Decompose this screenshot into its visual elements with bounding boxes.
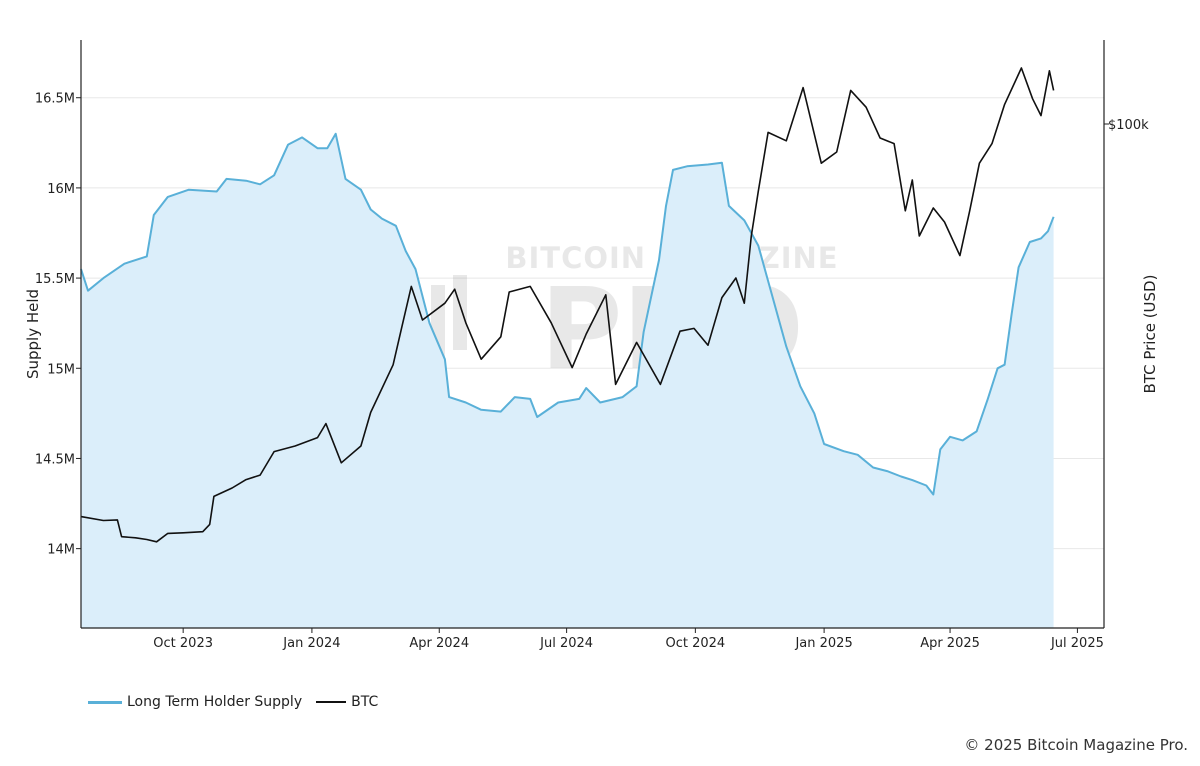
y-tick-label: 14.5M [35, 452, 75, 467]
x-tick-label: Jan 2024 [282, 636, 340, 651]
legend-label-lth: Long Term Holder Supply [127, 694, 303, 710]
area-layer [81, 133, 1054, 629]
btc-series-line [80, 67, 1055, 543]
y-tick-label: 15M [47, 362, 75, 377]
x-tick-label: Jan 2025 [794, 636, 852, 651]
legend-swatch-btc [316, 701, 347, 703]
x-tick-label: Jul 2025 [1050, 636, 1104, 651]
y2-axis-label: BTC Price (USD) [1141, 275, 1159, 394]
y-tick-label: 16M [47, 182, 75, 197]
legend: Long Term Holder Supply BTC [88, 694, 392, 710]
y-tick-label: 16.5M [35, 92, 75, 107]
lth-series-line [80, 132, 1055, 496]
x-tick-label: Apr 2025 [920, 636, 980, 651]
x-tick-label: Oct 2023 [153, 636, 213, 651]
x-tick-label: Jul 2024 [539, 636, 593, 651]
y2-tick-label: $100k [1108, 118, 1149, 133]
x-tick-label: Oct 2024 [666, 636, 726, 651]
line-layer [80, 67, 1055, 543]
y-tick-label: 15.5M [35, 272, 75, 287]
label-layer: Supply Held BTC Price (USD) [24, 275, 1159, 394]
lth-area [81, 133, 1054, 629]
legend-item-lth[interactable]: Long Term Holder Supply [88, 694, 302, 710]
axis-layer: 14M 14.5M 15M 15.5M 16M 16.5M $100k Oct 2023 Jan… [35, 40, 1149, 651]
y-axis-label: Supply Held [24, 289, 42, 379]
copyright-footer: © 2025 Bitcoin Magazine Pro. [964, 736, 1188, 754]
x-tick-label: Apr 2024 [409, 636, 469, 651]
y-tick-label: 14M [47, 543, 75, 558]
legend-swatch-lth [88, 700, 122, 704]
legend-label-btc: BTC [351, 694, 379, 710]
legend-item-btc[interactable]: BTC [316, 694, 378, 710]
